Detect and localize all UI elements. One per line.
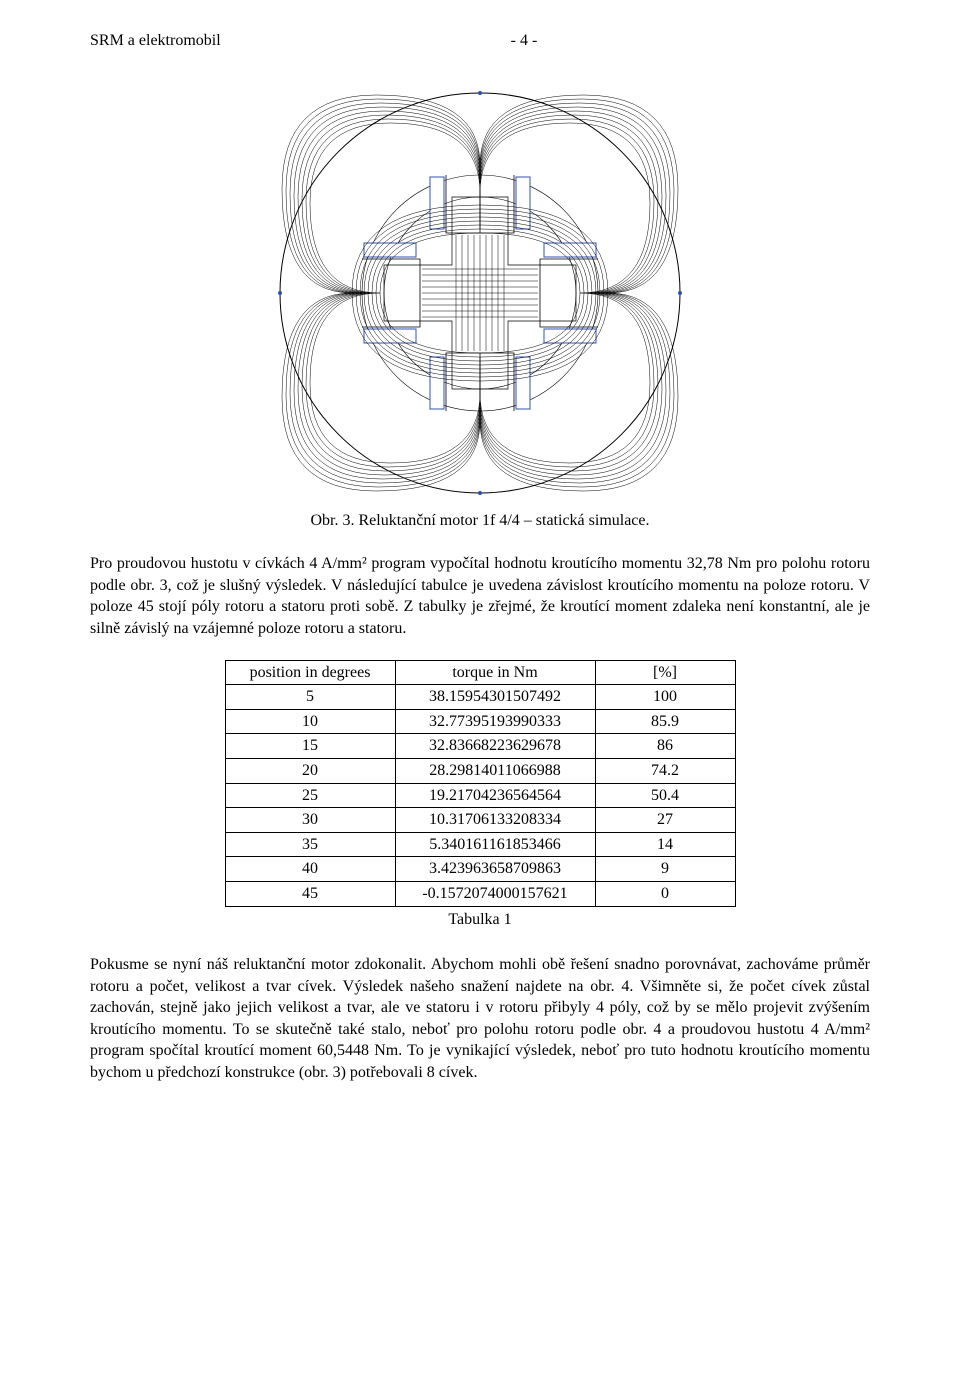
- cell-trq: 38.15954301507492: [395, 685, 595, 710]
- cell-trq: 3.423963658709863: [395, 857, 595, 882]
- cell-pos: 35: [225, 832, 395, 857]
- page-header: SRM a elektromobil - 4 -: [90, 30, 870, 52]
- cell-pct: 14: [595, 832, 735, 857]
- cell-pos: 40: [225, 857, 395, 882]
- paragraph-1: Pro proudovou hustotu v cívkách 4 A/mm² …: [90, 553, 870, 639]
- page-number: - 4 -: [511, 30, 538, 52]
- cell-pct: 85.9: [595, 709, 735, 734]
- doc-title: SRM a elektromobil: [90, 30, 221, 52]
- cell-pct: 9: [595, 857, 735, 882]
- table-1-caption: Tabulka 1: [90, 909, 870, 931]
- cell-pos: 20: [225, 758, 395, 783]
- table-row: 25 19.21704236564564 50.4: [225, 783, 735, 808]
- cell-pos: 45: [225, 881, 395, 906]
- cell-trq: 10.31706133208334: [395, 808, 595, 833]
- motor-flux-diagram: [275, 88, 685, 498]
- table-row: 40 3.423963658709863 9: [225, 857, 735, 882]
- table-header-row: position in degrees torque in Nm [%]: [225, 660, 735, 685]
- cell-pct: 86: [595, 734, 735, 759]
- cell-trq: -0.1572074000157621: [395, 881, 595, 906]
- cell-pos: 15: [225, 734, 395, 759]
- table-row: 15 32.83668223629678 86: [225, 734, 735, 759]
- table-row: 5 38.15954301507492 100: [225, 685, 735, 710]
- table-row: 20 28.29814011066988 74.2: [225, 758, 735, 783]
- table-row: 30 10.31706133208334 27: [225, 808, 735, 833]
- cell-trq: 28.29814011066988: [395, 758, 595, 783]
- torque-table: position in degrees torque in Nm [%] 5 3…: [225, 660, 736, 907]
- cell-pos: 10: [225, 709, 395, 734]
- cell-pct: 100: [595, 685, 735, 710]
- table-row: 10 32.77395193990333 85.9: [225, 709, 735, 734]
- cell-pct: 0: [595, 881, 735, 906]
- figure-3: [90, 88, 870, 498]
- cell-pct: 50.4: [595, 783, 735, 808]
- cell-pos: 5: [225, 685, 395, 710]
- table-row: 45 -0.1572074000157621 0: [225, 881, 735, 906]
- cell-trq: 32.77395193990333: [395, 709, 595, 734]
- figure-3-caption: Obr. 3. Reluktanční motor 1f 4/4 – stati…: [90, 510, 870, 532]
- table-body: 5 38.15954301507492 100 10 32.7739519399…: [225, 685, 735, 906]
- cell-pct: 27: [595, 808, 735, 833]
- cell-pct: 74.2: [595, 758, 735, 783]
- cell-pos: 25: [225, 783, 395, 808]
- col-header-percent: [%]: [595, 660, 735, 685]
- col-header-torque: torque in Nm: [395, 660, 595, 685]
- cell-trq: 19.21704236564564: [395, 783, 595, 808]
- col-header-position: position in degrees: [225, 660, 395, 685]
- cell-pos: 30: [225, 808, 395, 833]
- paragraph-2: Pokusme se nyní náš reluktanční motor zd…: [90, 954, 870, 1084]
- cell-trq: 32.83668223629678: [395, 734, 595, 759]
- flux-lines: [282, 95, 678, 491]
- table-row: 35 5.340161161853466 14: [225, 832, 735, 857]
- cell-trq: 5.340161161853466: [395, 832, 595, 857]
